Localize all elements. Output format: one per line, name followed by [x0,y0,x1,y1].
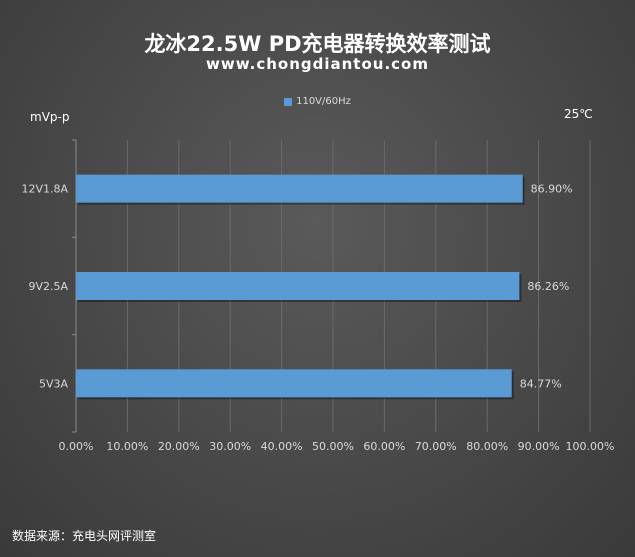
category-label: 12V1.8A [21,183,68,196]
x-tick-label: 10.00% [106,440,148,453]
data-label: 86.26% [527,280,569,293]
x-tick-label: 80.00% [466,440,508,453]
chart-subtitle: www.chongdiantou.com [206,55,429,73]
legend: 110V/60Hz [0,96,635,107]
x-tick-label: 90.00% [518,440,560,453]
x-tick-label: 30.00% [209,440,251,453]
bar [76,174,523,203]
bar [76,369,512,398]
x-tick-label: 0.00% [59,440,94,453]
legend-label: 110V/60Hz [296,96,351,107]
x-tick-label: 50.00% [312,440,354,453]
x-tick-label: 60.00% [363,440,405,453]
category-label: 9V2.5A [28,280,68,293]
bar [76,272,520,300]
data-label: 84.77% [520,377,562,390]
chart-title: 龙冰22.5W PD充电器转换效率测试 [144,32,491,56]
temperature-label: 25℃ [564,107,593,121]
category-label: 5V3A [39,377,69,390]
y-unit-label: mVp-p [30,110,70,124]
data-label: 86.90% [531,183,573,196]
data-source: 数据来源：充电头网评测室 [12,529,157,543]
x-tick-label: 70.00% [415,440,457,453]
legend-swatch [284,97,293,106]
x-tick-label: 20.00% [158,440,200,453]
x-tick-label: 100.00% [566,440,615,453]
x-tick-label: 40.00% [261,440,303,453]
